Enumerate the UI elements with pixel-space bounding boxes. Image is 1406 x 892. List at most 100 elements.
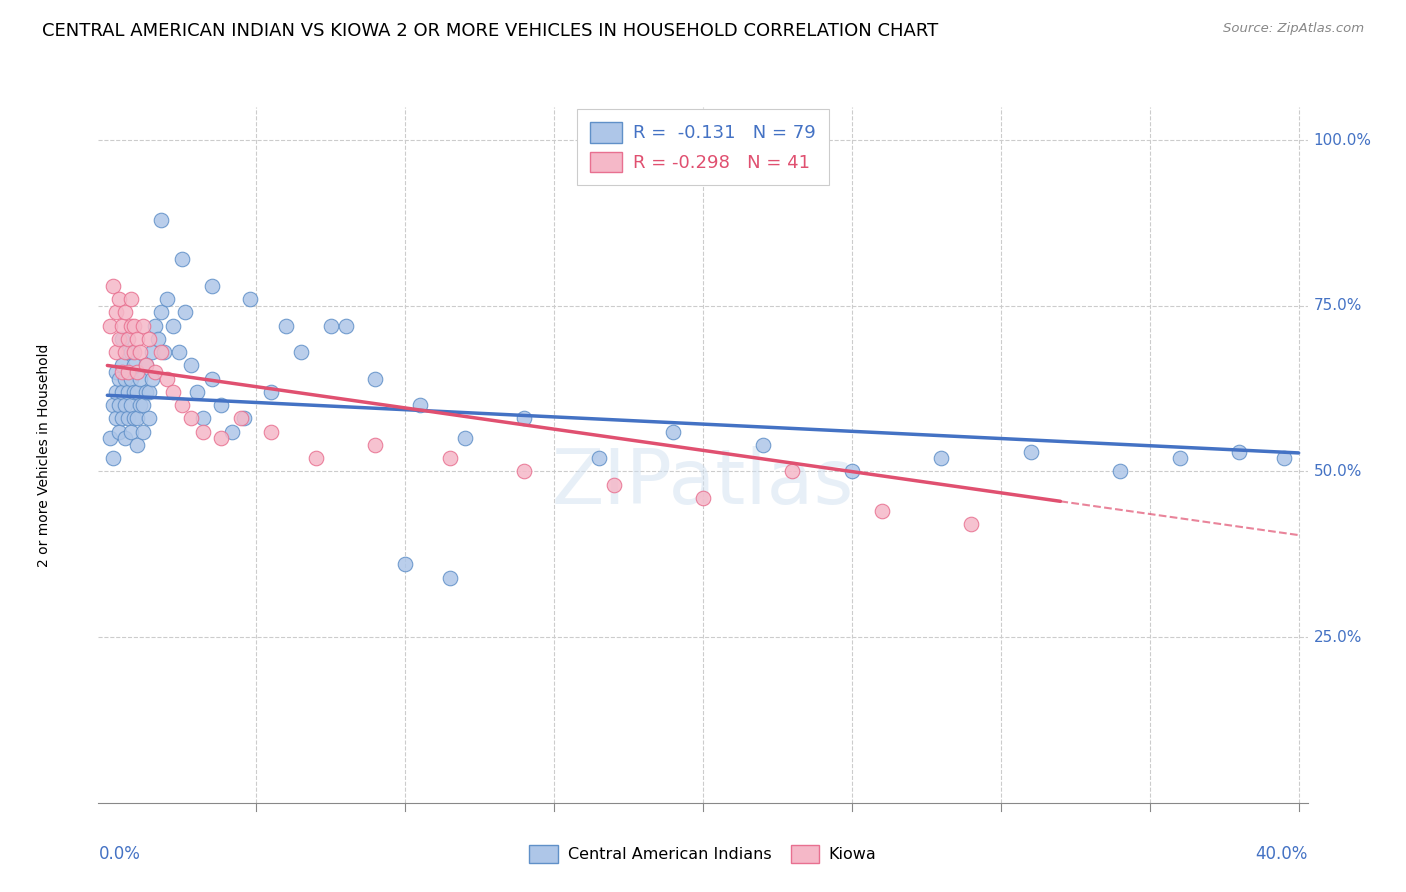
Point (138, 332, 160, 346)
Legend: Central American Indians, Kiowa: Central American Indians, Kiowa (522, 837, 884, 871)
Point (149, 345, 172, 359)
Point (305, 451, 328, 466)
Point (127, 365, 149, 379)
Point (200, 372, 222, 386)
Point (841, 465, 863, 479)
Point (117, 384, 139, 399)
Point (409, 398, 432, 412)
Point (364, 438, 387, 452)
Point (209, 431, 232, 445)
Point (105, 305, 128, 319)
Point (274, 318, 297, 333)
Point (132, 398, 155, 412)
Point (114, 305, 136, 319)
Point (231, 411, 253, 425)
Point (153, 345, 176, 359)
Point (111, 384, 134, 399)
Point (162, 384, 184, 399)
Point (103, 279, 125, 293)
Point (114, 372, 136, 386)
Point (929, 451, 952, 466)
Point (143, 318, 166, 333)
Point (156, 372, 179, 386)
Point (233, 411, 256, 425)
Point (111, 318, 134, 333)
Text: 50.0%: 50.0% (1313, 464, 1362, 479)
Point (143, 365, 166, 379)
Point (138, 411, 160, 425)
Text: CENTRAL AMERICAN INDIAN VS KIOWA 2 OR MORE VEHICLES IN HOUSEHOLD CORRELATION CHA: CENTRAL AMERICAN INDIAN VS KIOWA 2 OR MO… (42, 22, 938, 40)
Point (191, 425, 214, 439)
Point (260, 384, 283, 399)
Point (335, 318, 357, 333)
Point (149, 305, 172, 319)
Point (1227, 444, 1250, 458)
Point (108, 292, 131, 306)
Point (180, 359, 202, 373)
Point (105, 384, 128, 399)
Point (290, 345, 312, 359)
Point (105, 365, 128, 379)
Point (162, 318, 184, 333)
Point (127, 438, 149, 452)
Point (129, 398, 152, 412)
Point (588, 451, 610, 466)
Point (751, 438, 773, 452)
Point (454, 431, 477, 445)
Point (135, 384, 157, 399)
Point (1019, 444, 1042, 458)
Point (120, 318, 142, 333)
Point (114, 398, 136, 412)
Point (117, 345, 139, 359)
Point (103, 398, 125, 412)
Point (782, 465, 804, 479)
Point (120, 425, 142, 439)
Point (319, 318, 342, 333)
Point (180, 411, 202, 425)
Point (173, 305, 195, 319)
Point (513, 465, 536, 479)
Point (108, 332, 131, 346)
Point (132, 425, 155, 439)
Point (239, 292, 262, 306)
Point (960, 517, 983, 532)
Point (141, 345, 163, 359)
Point (98, 318, 121, 333)
Point (120, 345, 142, 359)
Point (209, 398, 232, 412)
Point (692, 491, 714, 505)
Point (111, 359, 134, 373)
Point (149, 212, 172, 227)
Point (394, 558, 416, 572)
Point (103, 451, 125, 466)
Point (1168, 451, 1191, 466)
Point (114, 345, 136, 359)
Point (1272, 451, 1295, 466)
Point (117, 411, 139, 425)
Point (1109, 465, 1132, 479)
Point (127, 384, 149, 399)
Point (146, 332, 169, 346)
Point (105, 411, 128, 425)
Point (135, 359, 157, 373)
Point (135, 359, 157, 373)
Point (111, 332, 134, 346)
Point (120, 372, 142, 386)
Point (120, 292, 142, 306)
Point (186, 384, 208, 399)
Point (98, 431, 121, 445)
Point (870, 504, 893, 518)
Point (122, 411, 145, 425)
Point (167, 345, 190, 359)
Point (260, 425, 283, 439)
Point (170, 398, 193, 412)
Point (111, 365, 134, 379)
Point (602, 477, 624, 491)
Text: 40.0%: 40.0% (1256, 845, 1308, 863)
Point (364, 372, 387, 386)
Point (108, 372, 131, 386)
Point (122, 318, 145, 333)
Point (122, 359, 145, 373)
Point (129, 345, 152, 359)
Point (439, 451, 461, 466)
